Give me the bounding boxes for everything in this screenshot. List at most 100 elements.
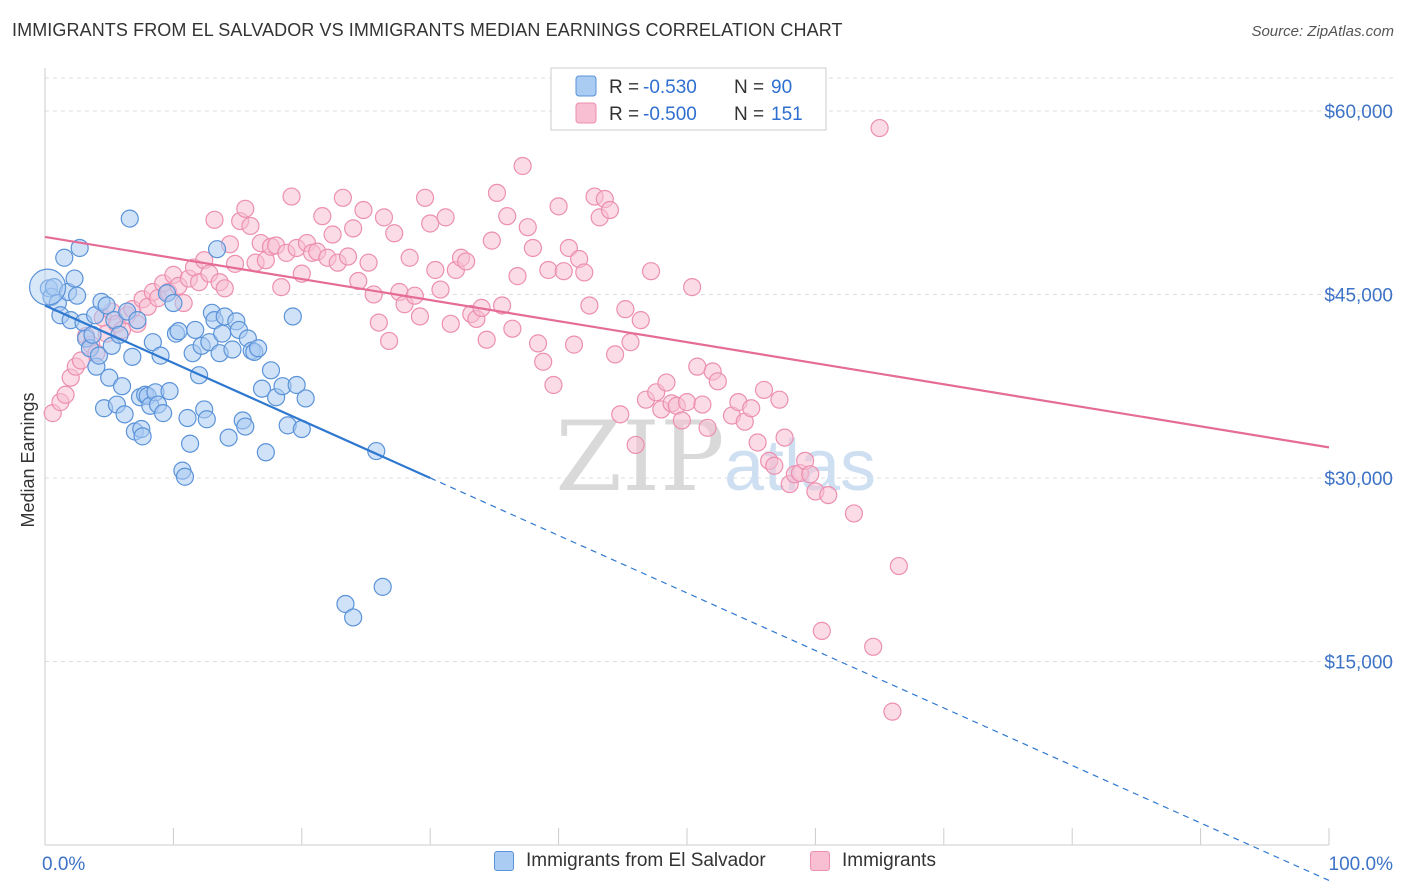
el-salvador-point	[100, 368, 119, 387]
source-credit: Source: ZipAtlas.com	[1251, 23, 1394, 40]
immigrants-point	[549, 197, 568, 216]
immigrants-point	[677, 393, 697, 412]
el-salvador-point	[115, 405, 134, 424]
immigrants-point	[600, 200, 620, 220]
correlation-legend: R = -0.530 N = 90 R = -0.500 N = 151	[550, 67, 827, 131]
immigrants-point	[508, 267, 527, 286]
legend-box-el-salvador	[494, 851, 514, 871]
immigrants-point	[765, 456, 784, 475]
immigrants-point	[369, 313, 388, 332]
x-tick-labels: 0.0% 100.0%	[42, 854, 1393, 875]
el-salvador-point	[252, 379, 272, 398]
el-salvador-point	[219, 428, 238, 447]
immigrants-point	[883, 702, 902, 721]
immigrants-point	[313, 207, 332, 226]
immigrants-point	[338, 247, 358, 266]
el-salvador-point	[169, 322, 188, 341]
immigrants-point	[575, 263, 594, 282]
el-salvador-point	[287, 375, 306, 395]
immigrants-point	[457, 252, 476, 271]
el-salvador-point	[164, 293, 183, 313]
el-salvador-point	[160, 382, 179, 401]
legend-label-immigrants: Immigrants	[842, 850, 936, 871]
watermark-zip: ZIP	[555, 401, 724, 513]
el-salvador-point	[123, 347, 142, 366]
legend-label-el-salvador: Immigrants from El Salvador	[526, 850, 766, 871]
immigrants-point	[272, 278, 291, 297]
el-salvador-point	[175, 467, 195, 486]
immigrants-point	[431, 280, 450, 299]
el-salvador-point	[178, 408, 197, 428]
y-tick-label: $30,000	[1324, 469, 1393, 490]
immigrants-point	[611, 405, 630, 424]
immigrants-point	[323, 225, 342, 244]
el-salvador-trendline-extension	[429, 477, 1330, 882]
legend-box-immigrants	[810, 851, 830, 871]
immigrants-point	[844, 504, 864, 523]
immigrants-point	[775, 428, 794, 447]
el-salvador-point	[143, 333, 162, 352]
el-salvador-point	[223, 340, 242, 359]
immigrants-point	[482, 231, 501, 250]
immigrants-point	[71, 351, 91, 370]
legend-r-label-2: R =	[609, 104, 639, 125]
immigrants-point	[477, 330, 496, 349]
el-salvador-point	[336, 594, 355, 614]
immigrants-point	[742, 399, 761, 418]
el-salvador-point	[133, 427, 152, 446]
el-salvador-point	[256, 443, 275, 462]
el-salvador-point	[154, 404, 173, 423]
immigrants-trendline	[44, 235, 1330, 449]
el-salvador-point	[97, 296, 116, 315]
immigrants-point	[359, 253, 378, 272]
immigrants-point	[534, 352, 553, 371]
el-salvador-point	[197, 410, 216, 429]
immigrants-point	[415, 188, 435, 207]
immigrants-point	[374, 208, 394, 227]
el-salvador-point	[207, 240, 227, 259]
el-salvador-point	[373, 577, 392, 596]
el-salvador-point	[120, 209, 139, 228]
immigrants-point	[657, 373, 676, 392]
immigrants-point	[410, 307, 430, 326]
immigrants-point	[205, 210, 224, 229]
immigrants-point	[693, 395, 712, 414]
el-salvador-point	[261, 361, 281, 380]
immigrants-point	[503, 319, 522, 338]
immigrants-point	[605, 345, 625, 364]
immigrants-point	[349, 271, 368, 291]
chart-title: IMMIGRANTS FROM EL SALVADOR VS IMMIGRANT…	[12, 20, 843, 40]
immigrants-point	[56, 385, 75, 404]
immigrants-point	[421, 214, 440, 233]
el-salvador-points	[28, 209, 392, 627]
immigrants-point	[518, 218, 537, 237]
legend-r-label-1: R =	[609, 77, 639, 98]
el-salvador-point	[213, 324, 232, 343]
immigrants-point	[631, 311, 650, 330]
y-axis-label: Median Earnings	[18, 392, 38, 527]
axes	[44, 68, 1330, 846]
immigrants-point	[641, 262, 661, 281]
legend-n-value-1: 90	[771, 77, 792, 98]
immigrants-point	[864, 637, 883, 656]
immigrants-point	[580, 296, 599, 315]
immigrants-point	[698, 418, 717, 437]
immigrants-point	[333, 188, 352, 207]
immigrants-point	[441, 314, 460, 333]
y-tick-labels: $15,000 $30,000 $45,000 $60,000	[1324, 102, 1393, 674]
immigrants-point	[385, 224, 404, 243]
legend-r-value-1: -0.530	[643, 77, 697, 98]
immigrants-point	[770, 390, 789, 409]
el-salvador-point	[55, 248, 74, 267]
el-salvador-point-large	[28, 268, 67, 306]
el-salvador-point	[283, 307, 302, 326]
immigrants-point	[282, 187, 301, 206]
y-tick-label: $45,000	[1324, 285, 1393, 306]
legend-swatch-immigrants	[575, 102, 597, 124]
el-salvador-point	[236, 417, 255, 436]
el-salvador-point	[186, 320, 205, 340]
el-salvador-point	[296, 389, 315, 408]
immigrants-points	[43, 106, 908, 721]
immigrants-point	[400, 248, 419, 267]
el-salvador-trendline	[44, 304, 431, 479]
